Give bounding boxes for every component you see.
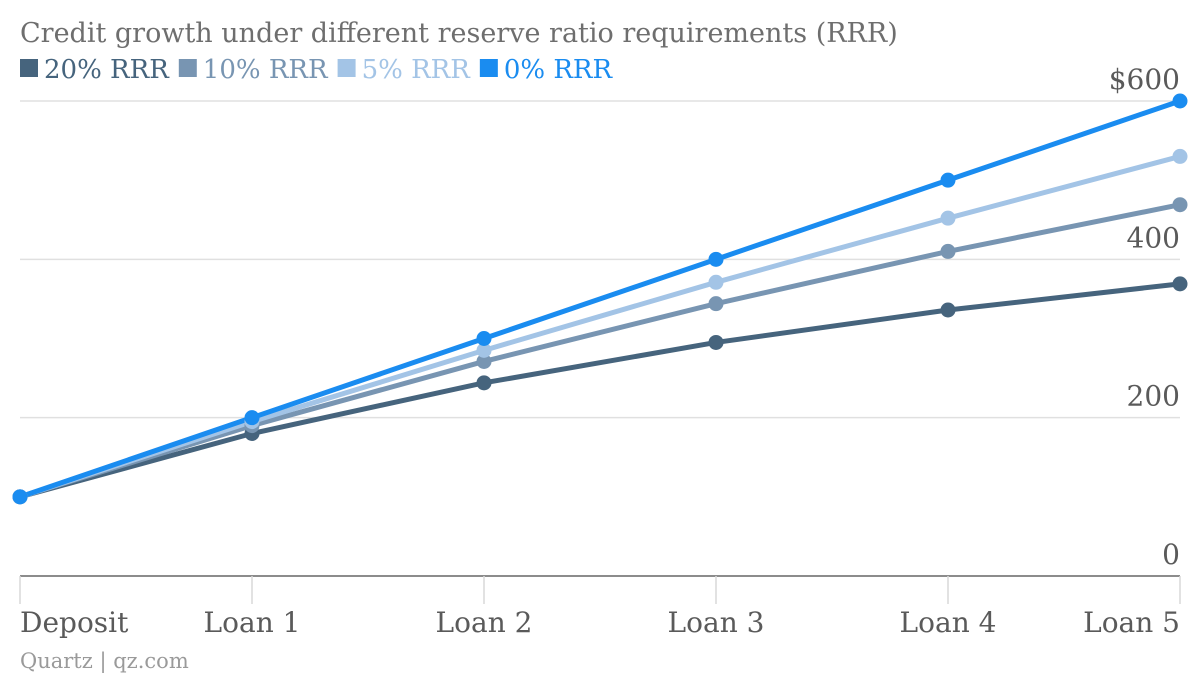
data-point [476, 353, 492, 369]
legend-label: 10% RRR [203, 55, 329, 85]
x-tick-label: Loan 1 [204, 606, 301, 639]
data-point [708, 334, 724, 350]
data-point [476, 342, 492, 358]
x-tick-label: Loan 2 [436, 606, 533, 639]
data-point [940, 243, 956, 259]
data-point [708, 274, 724, 290]
series-points [12, 93, 1188, 505]
data-point [476, 375, 492, 391]
data-point [1172, 93, 1188, 109]
legend-swatch [20, 59, 38, 77]
data-point [244, 410, 260, 426]
data-point [708, 251, 724, 267]
data-point [1172, 148, 1188, 164]
x-tick-label: Loan 4 [900, 606, 997, 639]
series-line [17, 153, 1183, 500]
y-tick-label: $600 [1109, 63, 1180, 96]
y-tick-label: 200 [1127, 380, 1180, 413]
source-note: Quartz | qz.com [20, 649, 189, 674]
data-point [940, 302, 956, 318]
legend-label: 20% RRR [44, 55, 170, 85]
x-tick-label: Deposit [20, 606, 129, 639]
series-line [17, 281, 1183, 500]
data-point [12, 489, 28, 505]
data-point [940, 210, 956, 226]
data-point [708, 296, 724, 312]
x-tick-label: Loan 3 [668, 606, 765, 639]
x-tick-label: Loan 5 [1083, 606, 1180, 639]
y-tick-label: 0 [1162, 538, 1180, 571]
data-point [940, 172, 956, 188]
chart-title: Credit growth under different reserve ra… [20, 18, 898, 49]
data-point [1172, 197, 1188, 213]
data-point [476, 331, 492, 346]
legend-swatch [337, 59, 356, 77]
data-point [1172, 276, 1188, 292]
series-line [17, 202, 1183, 500]
y-tick-label: 400 [1127, 221, 1180, 254]
x-axis: Deposit Loan 1 Loan 2 Loan 3 Loan 4 Loan 5 [19, 575, 1181, 639]
legend: 20% RRR 10% RRR 5% RRR 0% RRR [20, 55, 614, 85]
legend-label: 5% RRR [362, 55, 472, 85]
legend-swatch [178, 59, 197, 77]
series-lines [17, 98, 1183, 500]
legend-label: 0% RRR [504, 55, 614, 85]
series-line [17, 98, 1183, 500]
legend-swatch [479, 59, 498, 77]
gridlines [20, 100, 1180, 419]
y-axis: 0 200 400 $600 [1109, 63, 1180, 571]
